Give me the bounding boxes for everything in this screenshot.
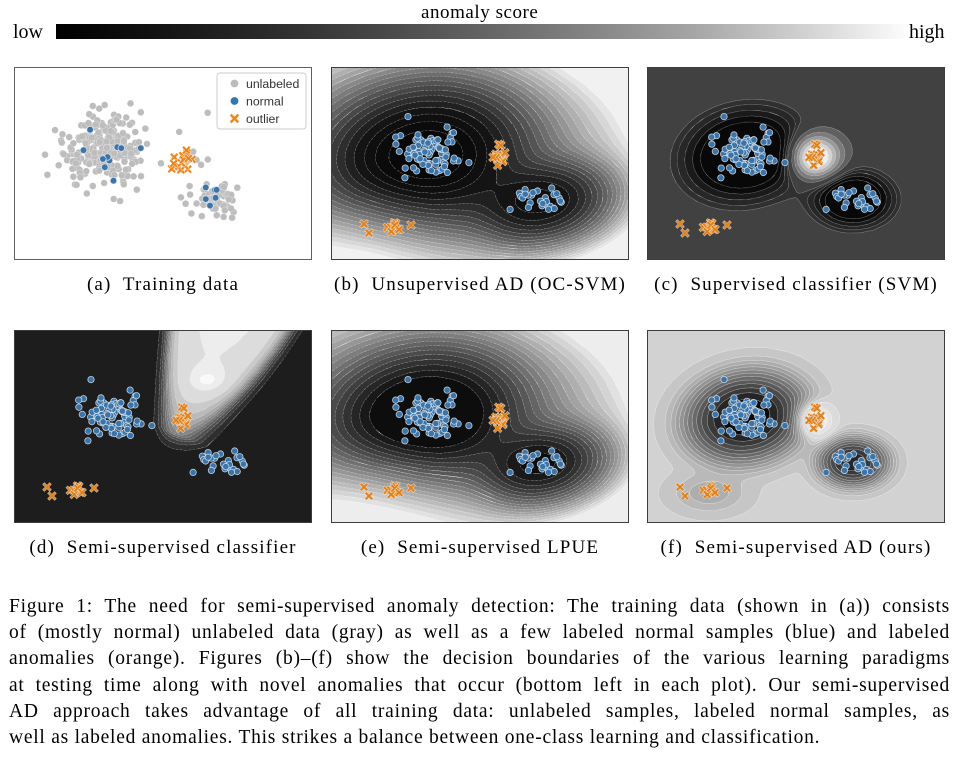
svg-text:unlabeled: unlabeled bbox=[246, 77, 299, 91]
svg-text:outlier: outlier bbox=[246, 112, 280, 126]
svg-text:normal: normal bbox=[246, 94, 284, 108]
